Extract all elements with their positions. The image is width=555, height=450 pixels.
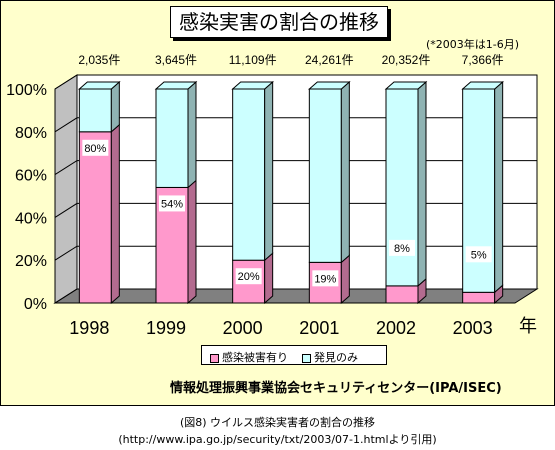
legend-item-infected: 感染被害有り (210, 349, 288, 365)
chart-side-wall (54, 74, 78, 304)
x-tick-label: 2001 (299, 318, 339, 338)
bar-top (308, 81, 351, 90)
count-label: 3,645件 (155, 53, 197, 67)
gridline (54, 245, 537, 261)
bar-side (264, 80, 274, 262)
bar-segment-detected (385, 88, 419, 287)
count-label: 20,352件 (382, 53, 431, 67)
bar-side (110, 123, 120, 305)
bar-side (417, 80, 427, 287)
y-tick-label: 100% (6, 82, 47, 99)
y-tick-label: 20% (15, 253, 47, 270)
bar-side (264, 252, 274, 305)
bar-top (461, 81, 504, 90)
data-label-box (389, 239, 415, 256)
gridline (54, 160, 537, 176)
bar-side (110, 80, 120, 133)
legend-item-detected: 発見のみ (302, 349, 358, 365)
x-tick-label: 1998 (69, 318, 109, 338)
gridline (54, 117, 537, 133)
legend-label-detected: 発見のみ (314, 351, 358, 364)
bar-side (187, 80, 197, 189)
data-label: 54% (161, 198, 183, 210)
y-tick-label: 0% (24, 296, 47, 313)
gridline (54, 74, 537, 90)
source-credit: 情報処理振興事業協会セキュリティセンター(IPA/ISEC) (170, 381, 502, 396)
x-tick-label: 2000 (223, 318, 263, 338)
bar-side (340, 80, 350, 264)
legend-label-infected: 感染被害有り (222, 351, 288, 364)
bar-segment-detected (232, 88, 266, 261)
bar-side (494, 80, 504, 294)
legend-swatch-detected (302, 353, 311, 363)
count-label: 11,109件 (229, 53, 277, 67)
data-label-box (312, 270, 339, 287)
bar-segment-detected (78, 88, 112, 133)
data-label-box (465, 246, 492, 263)
data-label: 19% (314, 273, 336, 285)
data-label-box (235, 268, 262, 285)
gridline (54, 288, 537, 304)
y-tick-label: 60% (15, 168, 47, 185)
data-label-box (82, 139, 109, 156)
legend-swatch-infected (210, 353, 219, 363)
data-label: 80% (84, 143, 106, 155)
count-label: 24,261件 (305, 53, 354, 67)
count-label: 2,035件 (78, 53, 120, 67)
bar-top (384, 81, 428, 90)
y-tick-label: 80% (15, 125, 47, 142)
bar-top (78, 81, 121, 90)
bar-side (340, 254, 350, 305)
bar-top (231, 81, 274, 90)
data-label-box (159, 195, 185, 212)
x-tick-label: 2003 (453, 318, 493, 338)
data-label: 20% (238, 271, 260, 283)
bar-segment-infected (78, 131, 112, 304)
x-tick-label: 1999 (146, 318, 186, 338)
legend: 感染被害有り 発見のみ (201, 345, 387, 365)
bar-top (154, 81, 198, 90)
bar-segment-infected (462, 291, 496, 304)
x-axis-unit: 年 (519, 316, 537, 337)
figure-source: (http://www.ipa.go.jp/security/txt/2003/… (118, 433, 437, 446)
gridline (54, 202, 537, 218)
x-tick-label: 2002 (376, 318, 416, 338)
bar-segment-detected (155, 88, 189, 188)
y-tick-label: 40% (15, 210, 47, 227)
count-label: 7,366件 (462, 53, 504, 67)
bar-side (187, 179, 197, 305)
figure-caption: (図8) ウイルス感染実害者の割合の推移 (179, 416, 376, 429)
chart-title: 感染実害の割合の推移 (170, 6, 388, 38)
data-label: 8% (394, 243, 410, 255)
period-note: (*2003年は1-6月) (426, 38, 520, 51)
chart-plot: 0% 20% 40% 60% 80% 100% 80% 2,035件 1998 54% 3,645件… (6, 53, 539, 338)
data-label: 5% (471, 249, 487, 261)
bar-segment-infected (385, 285, 419, 304)
bar-segment-detected (308, 88, 342, 263)
